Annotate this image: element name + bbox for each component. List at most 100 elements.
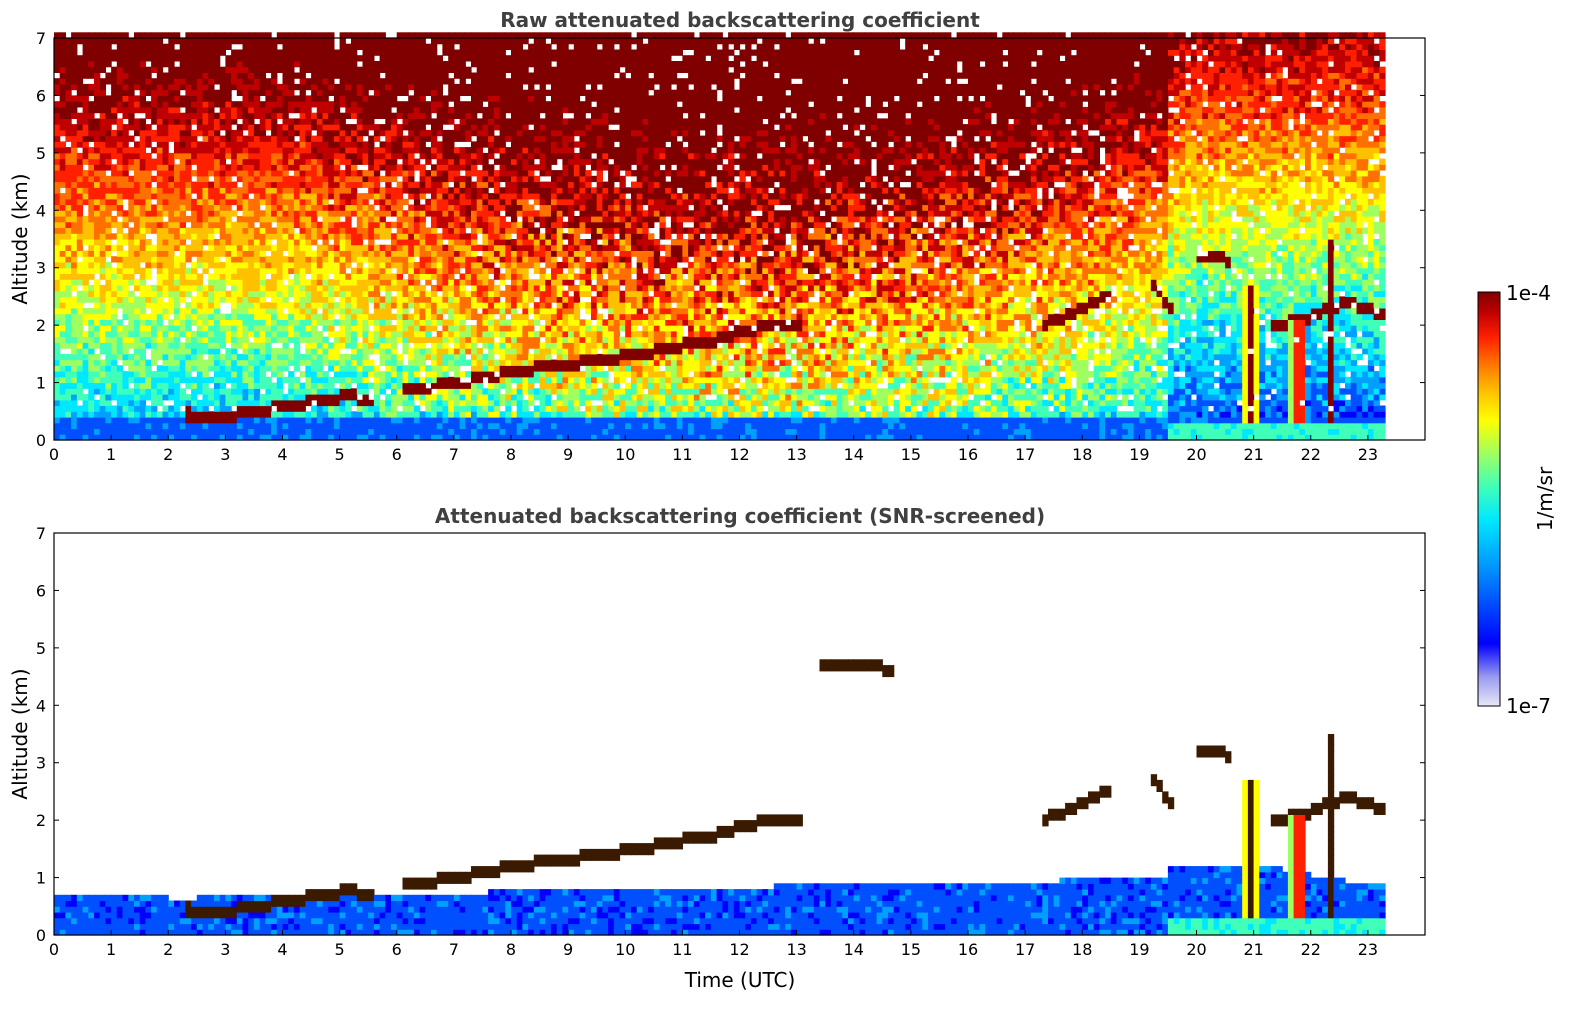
heatmap-cell [82, 124, 89, 131]
heatmap-cell [248, 210, 255, 217]
heatmap-cell [442, 256, 449, 263]
heatmap-cell [196, 152, 204, 160]
heatmap-cell [122, 239, 129, 246]
heatmap-cell [54, 106, 61, 114]
heatmap-cell [156, 32, 164, 39]
heatmap-cell [459, 348, 466, 355]
heatmap-cell [191, 147, 198, 154]
heatmap-cell [179, 55, 186, 62]
heatmap-cell [431, 164, 438, 171]
heatmap-cell [179, 325, 186, 332]
heatmap-cell [191, 434, 198, 441]
heatmap-cell [65, 152, 72, 160]
heatmap-cell [391, 193, 398, 200]
heatmap-cell [265, 61, 272, 68]
heatmap-cell [248, 388, 255, 395]
heatmap-cell [316, 152, 324, 160]
heatmap-cell [328, 302, 335, 309]
heatmap-cell [419, 376, 426, 384]
heatmap-cell [225, 141, 232, 148]
heatmap-cell [431, 359, 438, 366]
heatmap-cell [293, 181, 301, 188]
heatmap-cell [465, 388, 472, 395]
heatmap-cell [271, 106, 278, 114]
heatmap-cell [242, 135, 249, 142]
heatmap-cell [214, 152, 221, 160]
heatmap-cell [413, 319, 421, 326]
heatmap-cell [253, 135, 261, 142]
heatmap-cell [282, 216, 289, 223]
heatmap-cell [465, 147, 472, 154]
heatmap-cell [208, 428, 215, 435]
heatmap-cell [151, 330, 158, 338]
heatmap-cell [225, 124, 232, 131]
heatmap-cell [242, 428, 249, 435]
heatmap-cell [288, 428, 295, 435]
heatmap-cell [351, 313, 358, 320]
heatmap-cell [225, 43, 232, 50]
heatmap-cell [396, 319, 403, 326]
heatmap-cell [316, 399, 324, 407]
heatmap-cell [293, 216, 301, 223]
heatmap-cell [99, 307, 106, 315]
heatmap-cell [316, 43, 324, 50]
heatmap-cell [139, 152, 146, 160]
heatmap-cell [248, 175, 255, 183]
heatmap-cell [145, 359, 152, 366]
heatmap-cell [288, 239, 295, 246]
heatmap-cell [236, 32, 244, 39]
heatmap-cell [305, 147, 312, 154]
heatmap-cell [476, 399, 483, 407]
heatmap-cell [111, 359, 118, 366]
heatmap-cell [339, 313, 346, 320]
heatmap-cell [328, 89, 335, 96]
heatmap-cell [59, 342, 66, 349]
heatmap-cell [99, 256, 106, 263]
heatmap-cell [471, 89, 478, 96]
heatmap-cell [453, 72, 461, 79]
heatmap-cell [59, 319, 66, 326]
heatmap-cell [151, 38, 158, 45]
heatmap-cell [425, 204, 432, 211]
heatmap-cell [145, 296, 152, 303]
heatmap-cell [271, 129, 278, 137]
heatmap-cell [88, 267, 95, 274]
heatmap-cell [179, 279, 186, 286]
heatmap-cell [71, 147, 78, 154]
heatmap-cell [71, 141, 78, 148]
heatmap-cell [162, 141, 169, 148]
heatmap-cell [408, 273, 415, 280]
heatmap-cell [259, 273, 266, 280]
heatmap-cell [282, 101, 289, 108]
heatmap-cell [139, 175, 146, 183]
heatmap-cell [356, 376, 364, 384]
heatmap-cell [465, 49, 472, 56]
heatmap-cell [402, 371, 409, 378]
heatmap-cell [448, 394, 455, 401]
heatmap-cell [76, 55, 84, 62]
heatmap-cell [316, 95, 324, 102]
heatmap-cell [402, 250, 409, 257]
heatmap-cell [345, 106, 352, 114]
heatmap-cell [482, 158, 489, 165]
heatmap-cell [419, 227, 426, 234]
heatmap-cell [419, 170, 426, 177]
heatmap-cell [179, 319, 186, 326]
heatmap-cell [65, 101, 72, 108]
heatmap-cell [168, 244, 175, 251]
heatmap-cell [116, 256, 124, 263]
heatmap-cell [282, 325, 289, 332]
heatmap-cell [333, 244, 341, 251]
heatmap-cell [459, 216, 466, 223]
heatmap-cell [59, 262, 66, 269]
heatmap-cell [351, 55, 358, 62]
heatmap-cell [385, 210, 392, 217]
heatmap-cell [225, 244, 232, 251]
heatmap-cell [311, 49, 318, 56]
heatmap-cell [99, 61, 106, 68]
heatmap-cell [391, 428, 398, 435]
heatmap-cell [76, 72, 84, 79]
heatmap-cell [59, 152, 66, 160]
heatmap-cell [425, 325, 432, 332]
heatmap-cell [333, 216, 341, 223]
